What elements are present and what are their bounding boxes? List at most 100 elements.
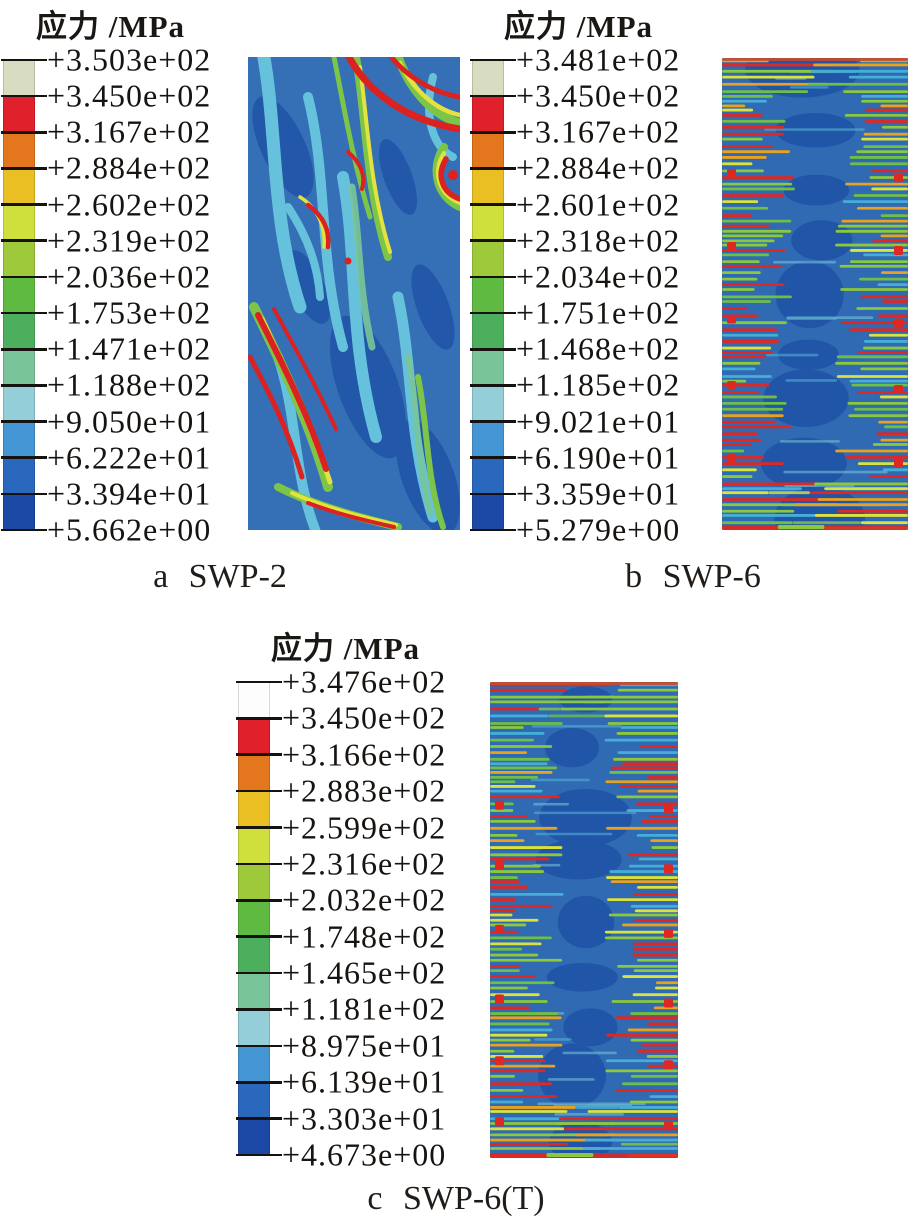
colorbar-tick — [236, 826, 282, 829]
legend-tick-label: +3.359e+01 — [516, 475, 681, 512]
legend-tick-label: +3.166e+02 — [282, 736, 447, 773]
colorbar-tick — [236, 789, 282, 793]
legend-tick-label: +5.662e+00 — [47, 511, 212, 548]
legend-tick-label: +2.599e+02 — [282, 808, 447, 845]
colorbar-band — [472, 204, 504, 242]
colorbar-band — [3, 349, 35, 386]
colorbar-band — [3, 276, 35, 314]
colorbar-tick — [236, 753, 282, 757]
legend-tick-label: +9.050e+01 — [47, 402, 212, 439]
colorbar-band — [472, 421, 504, 459]
legend-tick-label: +2.601e+02 — [516, 185, 681, 222]
colorbar-band — [238, 1082, 270, 1120]
legend-tick-label: +2.884e+02 — [516, 149, 681, 186]
contour-svg-swp2 — [248, 57, 460, 530]
legend-tick-label: +2.034e+02 — [516, 258, 681, 295]
contour-plot-swp6t — [490, 682, 678, 1158]
colorbar-band — [3, 60, 35, 97]
colorbar-tick — [1, 94, 47, 98]
legend-tick-label: +4.673e+00 — [282, 1136, 447, 1173]
contour-svg-swp6 — [722, 58, 908, 530]
colorbar-tick — [236, 1008, 282, 1011]
colorbar-tick — [1, 311, 47, 315]
colorbar-band — [238, 900, 270, 938]
colorbar-band — [3, 96, 35, 133]
colorbar-band — [238, 754, 270, 792]
legend-tick-label: +3.394e+01 — [47, 475, 212, 512]
colorbar-band — [3, 204, 35, 242]
colorbar-tick — [1, 456, 47, 459]
legend-tick-label: +2.318e+02 — [516, 222, 681, 259]
colorbar-tick — [470, 456, 516, 459]
colorbar-band — [472, 385, 504, 423]
colorbar-band — [238, 1009, 270, 1047]
colorbar-tick — [236, 935, 282, 938]
colorbar-tick — [1, 528, 47, 532]
colorbar-band — [238, 718, 270, 756]
colorbar-tick — [470, 94, 516, 98]
colorbar-tick — [1, 131, 47, 134]
legend-tick-label: +1.468e+02 — [516, 330, 681, 367]
legend-tick-label: +1.748e+02 — [282, 918, 447, 955]
legend-tick-label: +1.188e+02 — [47, 366, 212, 403]
colorbar-tick — [236, 971, 282, 975]
colorbar-band — [3, 168, 35, 206]
stress-colorbar-legend-c: +3.476e+02 +3.450e+02 +3.166e+02 +2.883e+02… — [236, 665, 445, 1170]
colorbar-tick — [470, 275, 516, 279]
legend-tick-label: +1.753e+02 — [47, 294, 212, 331]
colorbar-band — [238, 682, 270, 719]
caption-a: a SWP-2 — [153, 558, 287, 595]
colorbar-band — [3, 421, 35, 459]
colorbar-tick — [1, 420, 47, 423]
colorbar-band — [238, 791, 270, 829]
colorbar-band — [472, 60, 504, 97]
colorbar-band — [472, 240, 504, 278]
colorbar-band — [3, 240, 35, 278]
colorbar-tick — [470, 528, 516, 532]
colorbar-tick — [1, 275, 47, 279]
legend-title-c: 应力 /MPa — [271, 631, 421, 666]
legend-title-b: 应力 /MPa — [504, 9, 654, 44]
colorbar-tick — [1, 58, 47, 62]
colorbar-band — [238, 1118, 270, 1156]
legend-tick-label: +2.316e+02 — [282, 845, 447, 882]
legend-tick-label: +3.167e+02 — [516, 113, 681, 150]
legend-tick-label: +6.222e+01 — [47, 439, 212, 476]
colorbar-band — [472, 493, 504, 531]
legend-tick-label: +1.465e+02 — [282, 954, 447, 991]
colorbar-tick — [1, 347, 47, 351]
colorbar-band — [238, 973, 270, 1011]
legend-tick-label: +3.303e+01 — [282, 1099, 447, 1136]
colorbar-band — [3, 313, 35, 350]
legend-tick-label: +2.883e+02 — [282, 772, 447, 809]
legend-tick-label: +2.032e+02 — [282, 881, 447, 918]
colorbar-band — [472, 168, 504, 206]
colorbar-band — [472, 132, 504, 170]
legend-tick-label: +2.036e+02 — [47, 258, 212, 295]
colorbar-tick — [236, 899, 282, 902]
colorbar-tick — [470, 384, 516, 387]
colorbar-band — [238, 827, 270, 865]
legend-tick-label: +2.884e+02 — [47, 149, 212, 186]
colorbar-tick — [1, 167, 47, 170]
caption-c: c SWP-6(T) — [367, 1180, 545, 1217]
legend-tick-label: +8.975e+01 — [282, 1027, 447, 1064]
colorbar-tick — [470, 58, 516, 62]
legend-tick-label: +1.471e+02 — [47, 330, 212, 367]
colorbar-band — [238, 1045, 270, 1083]
legend-tick-label: +1.751e+02 — [516, 294, 681, 331]
colorbar-tick — [470, 239, 516, 243]
colorbar-band — [3, 385, 35, 423]
legend-tick-label: +1.185e+02 — [516, 366, 681, 403]
legend-tick-label: +1.181e+02 — [282, 990, 447, 1027]
legend-tick-label: +3.503e+02 — [47, 41, 212, 78]
colorbar-band — [3, 132, 35, 170]
colorbar-band — [3, 493, 35, 531]
contour-plot-swp6 — [722, 58, 908, 530]
colorbar-band — [472, 96, 504, 133]
legend-tick-label: +3.476e+02 — [282, 663, 447, 700]
